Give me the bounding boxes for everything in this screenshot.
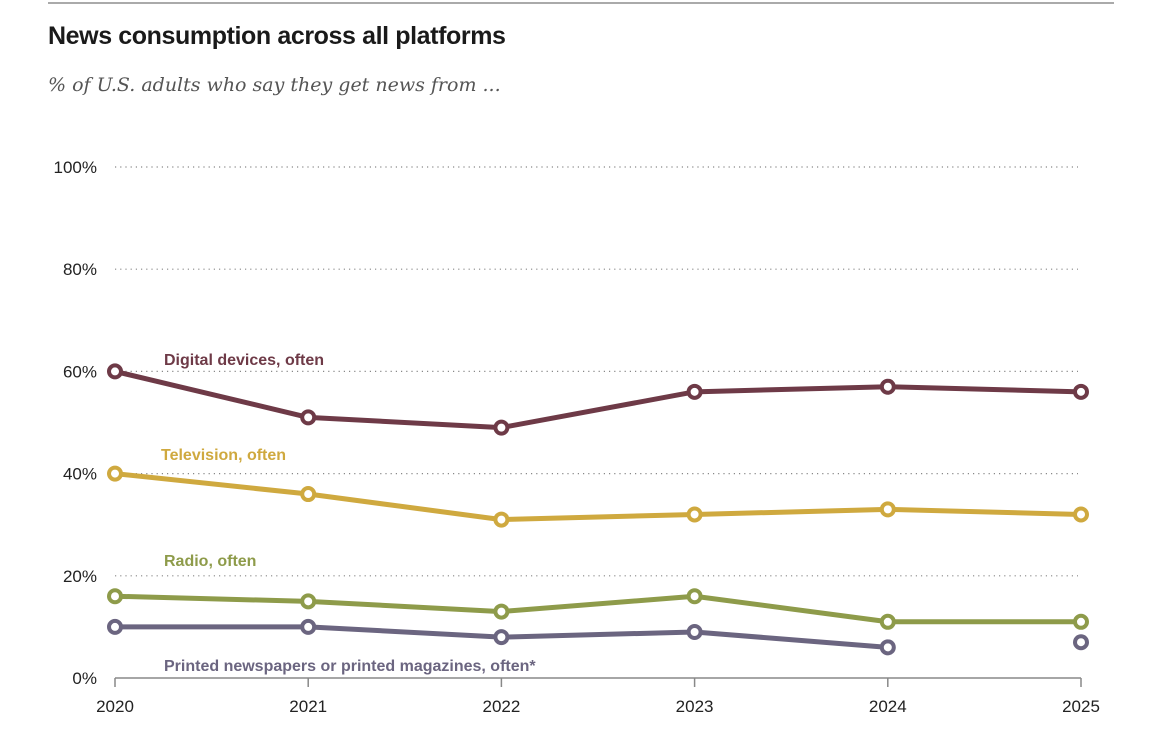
data-point <box>879 639 896 656</box>
series-1 <box>107 465 1089 528</box>
series-label-digital: Digital devices, often <box>164 352 324 369</box>
y-tick-label: 0% <box>72 669 97 688</box>
series-line-segment <box>692 629 891 650</box>
data-point <box>1073 383 1089 400</box>
y-tick-label: 40% <box>63 465 97 484</box>
series-line-segment <box>112 368 311 420</box>
series-label-print: Printed newspapers or printed magazines,… <box>164 658 536 675</box>
series-3 <box>107 618 1089 656</box>
x-tick-label: 2021 <box>289 697 327 716</box>
data-point <box>300 593 317 610</box>
data-point <box>686 588 703 605</box>
series-0 <box>107 363 1089 436</box>
data-point <box>879 501 896 518</box>
series-label-radio: Radio, often <box>164 553 256 570</box>
data-point <box>879 378 896 395</box>
series-line-segment <box>692 593 891 625</box>
series-line-segment <box>885 384 1084 395</box>
x-tick-label: 2022 <box>482 697 520 716</box>
x-tick-label: 2024 <box>869 697 907 716</box>
y-tick-label: 60% <box>63 362 97 381</box>
data-point <box>300 618 317 635</box>
x-tick-label: 2020 <box>96 697 134 716</box>
data-point <box>107 588 123 605</box>
series-line-segment <box>498 511 698 523</box>
top-rule <box>48 2 1114 4</box>
y-tick-label: 80% <box>63 260 97 279</box>
data-point <box>493 511 510 528</box>
series-line-segment <box>498 629 698 640</box>
series-2 <box>107 588 1089 630</box>
data-point <box>300 486 317 503</box>
x-tick-label: 2025 <box>1062 697 1100 716</box>
data-point <box>107 465 123 482</box>
data-point <box>1073 506 1089 523</box>
data-point <box>686 506 703 523</box>
data-point <box>686 383 703 400</box>
series-line-segment <box>692 506 891 517</box>
series-line-segment <box>885 506 1084 517</box>
series-line-segment <box>692 384 891 395</box>
y-tick-label: 20% <box>63 567 97 586</box>
chart-subtitle: % of U.S. adults who say they get news f… <box>48 74 501 96</box>
data-point <box>1073 613 1089 630</box>
data-point <box>493 419 510 436</box>
series-line-segment <box>112 593 311 604</box>
x-tick-label: 2023 <box>676 697 714 716</box>
y-tick-label: 100% <box>54 158 97 177</box>
series-line-segment <box>305 598 504 615</box>
series-line-segment <box>305 414 504 431</box>
series-line-segment <box>305 624 504 640</box>
data-point <box>879 613 896 630</box>
series-line-segment <box>305 491 504 523</box>
series-label-television: Television, often <box>161 447 286 464</box>
data-point <box>1073 634 1089 651</box>
data-point <box>107 363 123 380</box>
series-line-segment <box>112 471 311 497</box>
data-point <box>300 409 317 426</box>
data-point <box>107 618 123 635</box>
data-point <box>493 603 510 620</box>
chart-title: News consumption across all platforms <box>48 22 506 50</box>
data-point <box>686 624 703 641</box>
data-point <box>493 629 510 646</box>
series-line-segment <box>498 593 698 615</box>
series-line-segment <box>498 389 698 431</box>
